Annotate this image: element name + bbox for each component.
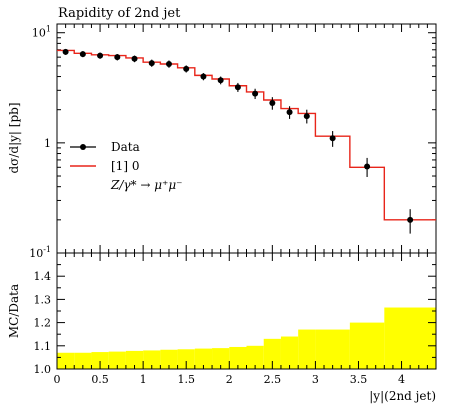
main-y-tick-label: 101 <box>32 25 51 40</box>
ratio-bar <box>160 349 178 369</box>
x-tick-label: 3.5 <box>350 373 368 386</box>
legend-data-label: Data <box>111 140 140 154</box>
ratio-y-tick-label: 1.1 <box>34 340 52 353</box>
ratio-bar <box>246 345 264 369</box>
ratio-bar <box>263 338 281 369</box>
ratio-y-tick-labels: 1.0 1.1 1.2 1.3 1.4 <box>34 270 52 376</box>
chart-title: Rapidity of 2nd jet <box>58 6 181 21</box>
data-point <box>131 55 138 62</box>
main-plot-frame <box>56 23 437 254</box>
x-tick-label: 4 <box>398 373 405 386</box>
ratio-bar <box>280 336 299 369</box>
legend: Data [1] 0 Z/γ* → μ⁺μ⁻ <box>70 140 183 192</box>
data-point <box>286 109 293 116</box>
ratio-bar <box>298 329 316 369</box>
ratio-y-tick-label: 1.2 <box>34 317 52 330</box>
data-point <box>364 163 371 170</box>
data-point <box>148 60 155 67</box>
data-point <box>329 135 336 142</box>
ratio-bar <box>125 350 144 369</box>
ratio-bar <box>349 322 385 369</box>
ratio-y-axis-label: MC/Data <box>7 284 21 338</box>
x-tick-label: 1 <box>140 373 147 386</box>
data-point <box>200 73 207 80</box>
ratio-bar <box>91 352 109 369</box>
ratio-bar <box>212 348 230 369</box>
legend-process-label: Z/γ* → μ⁺μ⁻ <box>110 178 183 192</box>
main-y-axis-label: dσ/d|y| [pb] <box>7 102 21 173</box>
data-point <box>79 51 86 58</box>
ratio-band <box>57 307 436 369</box>
x-axis-label: |y|(2nd jet) <box>369 389 436 403</box>
data-point <box>62 48 69 55</box>
data-point <box>234 84 241 91</box>
mc-histogram <box>57 49 436 221</box>
ratio-x-tick-labels: 0 0.5 1 1.5 2 2.5 3 3.5 4 <box>54 373 406 386</box>
ratio-bar <box>143 350 161 369</box>
main-y-tick-label: 1 <box>44 137 51 150</box>
x-tick-label: 0.5 <box>91 373 109 386</box>
main-y-tick-labels: 10-1 1 101 <box>29 25 51 260</box>
x-tick-label: 0 <box>54 373 61 386</box>
ratio-bar <box>194 348 213 369</box>
legend-mc-label: [1] 0 <box>111 159 139 173</box>
ratio-bar <box>229 346 247 369</box>
x-tick-label: 3 <box>312 373 319 386</box>
data-point <box>303 113 310 120</box>
ratio-y-tick-label: 1.0 <box>34 363 52 376</box>
ratio-tick-marks <box>56 252 437 370</box>
ratio-bar <box>384 307 436 369</box>
data-points <box>62 48 414 234</box>
data-point <box>97 52 104 59</box>
data-point <box>114 54 121 61</box>
x-tick-label: 2 <box>226 373 233 386</box>
data-point <box>407 216 414 223</box>
main-tick-marks <box>56 24 437 254</box>
ratio-y-tick-label: 1.4 <box>34 270 52 283</box>
ratio-bar <box>315 329 350 369</box>
data-point <box>252 90 259 97</box>
ratio-y-tick-label: 1.3 <box>34 293 52 306</box>
ratio-plot: 1.0 1.1 1.2 1.3 1.4 0 0.5 1 1.5 2 2.5 3 3.5 4 MC/Dat… <box>7 252 437 403</box>
data-point <box>165 61 172 68</box>
mc-histogram-line <box>57 49 436 221</box>
ratio-bar <box>177 349 195 369</box>
data-point <box>269 100 276 107</box>
ratio-bar <box>57 352 75 369</box>
ratio-bar <box>108 351 126 369</box>
main-y-tick-label: 10-1 <box>29 245 51 260</box>
ratio-bar <box>74 352 92 369</box>
main-plot: 10-1 1 101 dσ/d|y| [pb] <box>7 23 437 260</box>
data-point <box>183 65 190 72</box>
x-tick-label: 2.5 <box>264 373 282 386</box>
x-tick-label: 1.5 <box>177 373 195 386</box>
legend-data-marker <box>80 144 86 150</box>
data-point <box>217 77 224 84</box>
